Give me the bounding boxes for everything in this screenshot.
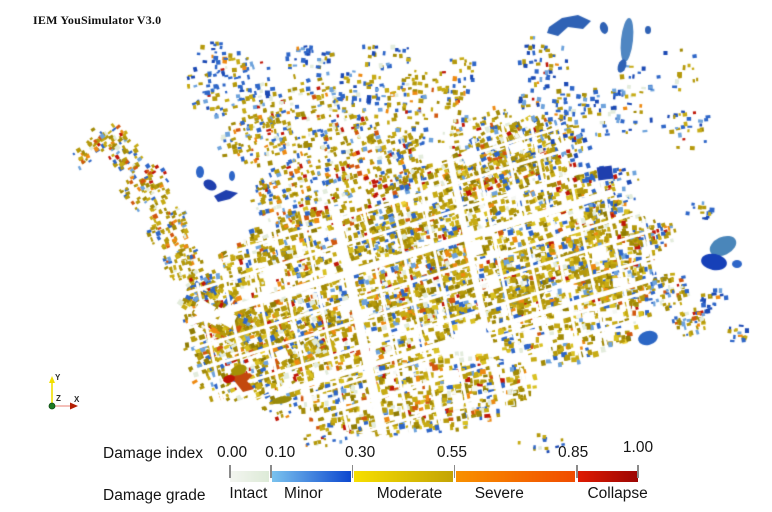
colorbar [230, 471, 638, 482]
tick-label: 0.30 [345, 444, 376, 461]
x-axis-label: X [74, 395, 80, 404]
z-axis-origin-icon [48, 402, 56, 410]
grade-label: Severe [474, 485, 524, 502]
tick-label: 0.55 [436, 444, 468, 461]
grade-label: Minor [284, 485, 323, 502]
tick-label: 0.10 [265, 444, 296, 461]
tick-mark [351, 465, 354, 478]
tick-mark [229, 465, 231, 478]
grade-label: Intact [229, 485, 268, 502]
colorbar-segment [352, 471, 455, 482]
x-axis-arrow-icon [70, 402, 78, 410]
damage-grade-label: Damage grade [103, 487, 206, 504]
damage-index-label: Damage index [103, 445, 203, 462]
grade-label: Moderate [376, 485, 443, 502]
colorbar-segment [576, 471, 638, 482]
y-axis-label: Y [55, 373, 61, 382]
colorbar-segment [230, 471, 271, 482]
tick-mark [453, 465, 456, 478]
axis-triad: Y X Z [48, 373, 80, 410]
z-axis-label: Z [56, 394, 61, 403]
colorbar-segment [454, 471, 577, 482]
tick-mark [576, 465, 578, 478]
app-watermark: IEM YouSimulator V3.0 [33, 13, 162, 27]
grade-label: Collapse [587, 485, 648, 502]
colorbar-segment [270, 471, 353, 482]
tick-mark [270, 465, 272, 478]
tick-label: 0.00 [216, 444, 248, 461]
tick-mark [637, 465, 639, 478]
tick-label: 0.85 [558, 444, 589, 461]
y-axis-arrow-icon [49, 376, 55, 383]
tick-label: 1.00 [622, 439, 654, 456]
